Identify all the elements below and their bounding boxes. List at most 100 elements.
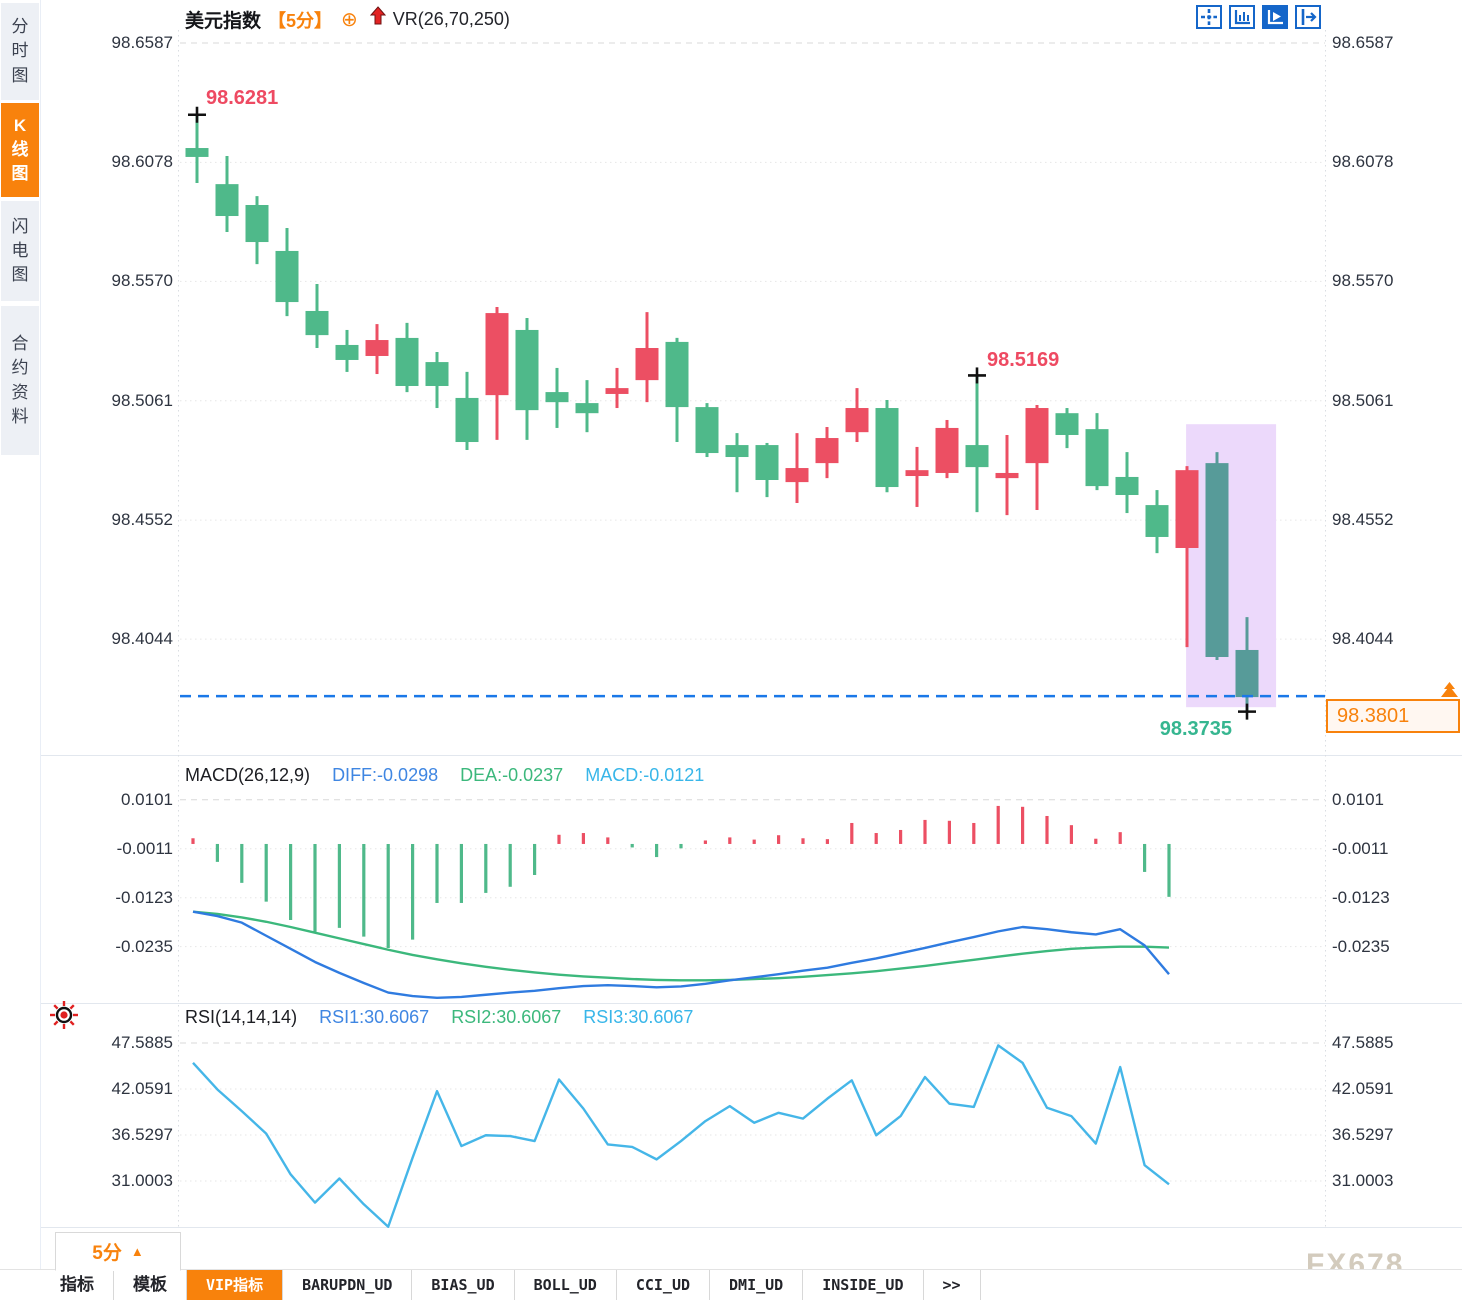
macd-value: MACD:-0.0121	[585, 765, 705, 785]
price-axis-label-right: 98.6078	[1332, 152, 1394, 172]
rsi-title: RSI(14,14,14)	[185, 1007, 298, 1027]
candle	[305, 310, 329, 336]
pan-right-icon[interactable]	[1295, 5, 1321, 29]
candle	[875, 408, 899, 488]
panel-frame-layer	[41, 30, 1462, 1228]
candle	[515, 329, 539, 411]
macd-dea-value: DEA:-0.0237	[460, 765, 564, 785]
rsi-axis-label-right: 47.5885	[1332, 1033, 1394, 1052]
candle	[425, 362, 449, 386]
crosshair-marker-layer	[188, 106, 1256, 720]
tab-cci-ud[interactable]: CCI_UD	[617, 1270, 711, 1300]
vr-indicator-label: VR(26,70,250)	[392, 9, 510, 29]
tab-boll-ud[interactable]: BOLL_UD	[515, 1270, 617, 1300]
rsi-axis-label-left: 31.0003	[111, 1170, 173, 1190]
macd-axis-label-right: -0.0123	[1332, 887, 1390, 907]
last-price-box: 98.3801	[1326, 699, 1460, 733]
price-marker-icon	[1441, 686, 1458, 697]
arrow-up-icon	[369, 6, 386, 33]
macd-axis-label-left: -0.0011	[116, 838, 173, 858]
tab-bias-ud[interactable]: BIAS_UD	[412, 1270, 515, 1300]
price-axis-label-left: 98.4044	[111, 629, 173, 649]
macd-axis-label-right: -0.0011	[1332, 838, 1389, 858]
macd-title: MACD(26,12,9)	[185, 765, 311, 785]
candlestick-layer	[185, 114, 1259, 712]
candle	[845, 408, 869, 433]
sidebar-tab-2[interactable]: K 线 图	[1, 103, 39, 197]
macd-layer	[191, 805, 1171, 1000]
macd-header: MACD(26,12,9) DIFF:-0.0298 DEA:-0.0237 M…	[185, 765, 704, 786]
axis-range-icon[interactable]	[1229, 5, 1255, 29]
macd-axis-label-right: 0.0101	[1332, 789, 1384, 809]
candle	[935, 427, 959, 473]
macd-axis-label-right: -0.0235	[1332, 936, 1390, 956]
candle	[1085, 429, 1109, 487]
tab-barupdn-ud[interactable]: BARUPDN_UD	[283, 1270, 413, 1300]
rsi-axis-label-left: 42.0591	[111, 1079, 173, 1098]
rsi-axis-label-right: 31.0003	[1332, 1170, 1394, 1190]
macd-axis-label-left: -0.0123	[115, 887, 173, 907]
add-indicator-icon[interactable]: ⊕	[341, 8, 358, 31]
price-axis-label-left: 98.5570	[111, 271, 173, 291]
candle	[1055, 413, 1079, 435]
candle	[1115, 476, 1139, 496]
timeframe-label: 5分	[92, 1243, 122, 1264]
price-axis-label-right: 98.5570	[1332, 271, 1394, 291]
candle	[605, 388, 629, 394]
tab-vip指标[interactable]: VIP指标	[187, 1270, 284, 1300]
candle	[455, 397, 479, 443]
candle	[485, 313, 509, 396]
candle	[1205, 463, 1229, 658]
macd-axis-label-left: 0.0101	[121, 789, 173, 809]
price-label-high: 98.6281	[206, 87, 279, 109]
crosshair-icon[interactable]	[1196, 5, 1222, 29]
candle	[665, 341, 689, 408]
candle	[905, 470, 929, 477]
candle	[365, 340, 389, 356]
tab-dmi-ud[interactable]: DMI_UD	[710, 1270, 804, 1300]
sidebar-tab-4[interactable]: 合 约 资 料	[1, 306, 39, 455]
rsi-axis-label-left: 47.5885	[111, 1033, 173, 1052]
rsi-axis-label-right: 36.5297	[1332, 1124, 1394, 1144]
symbol-title: 美元指数	[185, 11, 262, 32]
rsi2-value: RSI2:30.6067	[451, 1007, 562, 1027]
tab-模板[interactable]: 模板	[114, 1270, 187, 1300]
chart-toolbar	[1196, 5, 1321, 29]
candle	[695, 407, 719, 454]
candle	[575, 403, 599, 414]
tab-inside-ud[interactable]: INSIDE_UD	[803, 1270, 924, 1300]
price-axis-label-right: 98.5061	[1332, 390, 1394, 410]
candle	[995, 472, 1019, 479]
tab--[interactable]: >>	[924, 1270, 981, 1300]
candle	[185, 148, 209, 157]
rsi-header: RSI(14,14,14) RSI1:30.6067 RSI2:30.6067 …	[185, 1007, 693, 1028]
price-axis-label-right: 98.4552	[1332, 510, 1394, 530]
last-price-layer	[180, 682, 1458, 698]
sidebar-tab-1[interactable]: 分 时 图	[1, 3, 39, 100]
timeframe-selector[interactable]: 5分 ▲	[55, 1232, 181, 1271]
price-label-low: 98.3735	[1159, 718, 1232, 740]
price-axis-label-right: 98.6587	[1332, 33, 1394, 52]
price-axis-label-right: 98.4044	[1332, 629, 1394, 649]
candle	[245, 204, 269, 243]
rsi3-value: RSI3:30.6067	[583, 1007, 694, 1027]
candle	[335, 344, 359, 360]
period-tag[interactable]: 【5分】	[268, 10, 333, 31]
price-axis-label-left: 98.5061	[111, 390, 173, 410]
candle	[275, 250, 299, 303]
indicator-tabbar: 指标 模板 VIP指标 BARUPDN_UD BIAS_UD BOLL_UD CCI_UD D…	[0, 1269, 1462, 1300]
candle	[1175, 470, 1199, 548]
candle	[1145, 505, 1169, 537]
candle	[635, 348, 659, 381]
candle	[1025, 408, 1049, 464]
candle	[215, 184, 239, 217]
sidebar-tab-3[interactable]: 闪 电 图	[1, 201, 39, 301]
candle	[815, 438, 839, 464]
candle	[785, 468, 809, 483]
alarm-icon[interactable]	[46, 997, 82, 1038]
axis-play-icon[interactable]	[1262, 5, 1288, 29]
tab-指标[interactable]: 指标	[41, 1270, 114, 1300]
